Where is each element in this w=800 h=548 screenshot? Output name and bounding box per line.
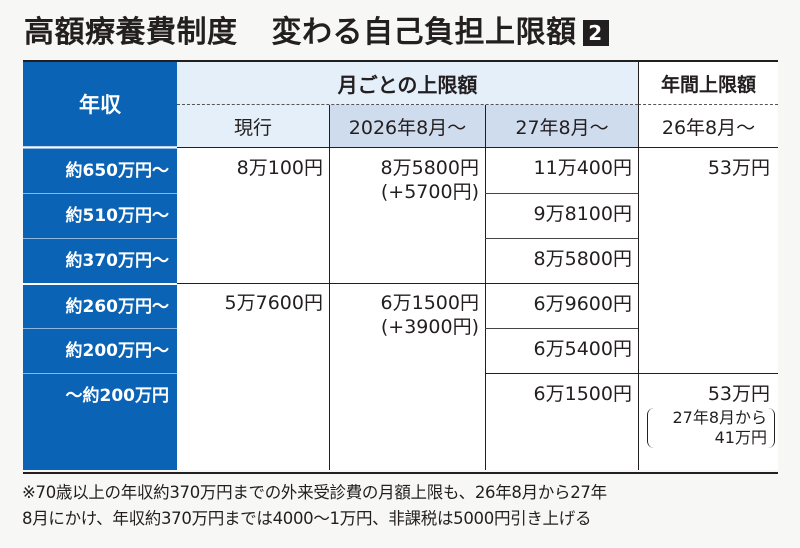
annual-from-26-08-header: 26年8月～ <box>638 105 778 148</box>
income-row-under-200: ～約200万円 <box>23 373 177 470</box>
row-line-5 <box>485 373 778 374</box>
from-27-row-510: 9万8100円 <box>533 203 632 225</box>
figure-number-badge: 2 <box>582 20 609 46</box>
col-divider-1 <box>329 148 330 470</box>
from-27-row-200: 6万5400円 <box>533 338 632 360</box>
table-body-bg <box>177 148 778 470</box>
annual-lower: 53万円 <box>707 383 770 405</box>
copay-limit-table: 年収 月ごとの上限額 年間上限額 現行 2026年8月～ 27年8月～ 26年8… <box>23 60 778 474</box>
annual-note-line1: 27年8月から <box>672 408 767 427</box>
footnote-line-2: 8月にかけ、年収約370万円までは4000～1万円、非課税は5000円引き上げる <box>22 509 592 528</box>
from-2026-08-header: 2026年8月～ <box>329 105 485 148</box>
current-high: 8万100円 <box>236 157 323 179</box>
annual-upper: 53万円 <box>707 157 770 179</box>
col-divider-3 <box>638 148 639 470</box>
income-row-200: 約200万円～ <box>23 328 177 373</box>
row-line-2 <box>485 238 638 239</box>
from-2026-low-diff: (+3900円) <box>380 316 479 338</box>
from-27-row-under-200: 6万1500円 <box>533 383 632 405</box>
header-bottom-border <box>177 147 778 148</box>
income-header: 年収 <box>23 62 177 147</box>
close-paren <box>768 408 775 448</box>
income-row-650: 約650万円～ <box>23 148 177 193</box>
from-2026-high-diff: (+5700円) <box>380 181 479 203</box>
page-title: 高額療養費制度 変わる自己負担上限額 2 <box>24 12 609 54</box>
from-27-row-650: 11万400円 <box>533 157 632 179</box>
from-2026-low: 6万1500円 <box>380 292 479 314</box>
open-paren <box>647 408 654 448</box>
row-line-4 <box>485 328 638 329</box>
annual-note-line2: 41万円 <box>714 428 767 447</box>
from-27-row-370: 8万5800円 <box>533 248 632 270</box>
from-27-08-header: 27年8月～ <box>485 105 638 148</box>
from-27-row-260: 6万9600円 <box>533 293 632 315</box>
monthly-limit-header: 月ごとの上限額 <box>177 62 638 105</box>
group-divider <box>177 283 638 284</box>
annual-lower-note: 27年8月から 41万円 <box>647 408 775 448</box>
footnote-line-1: ※70歳以上の年収約370万円までの外来受診費の月額上限も、26年8月から27年 <box>22 483 607 502</box>
col-divider-2 <box>485 148 486 470</box>
current-low: 5万7600円 <box>224 292 323 314</box>
title-sub: 変わる自己負担上限額 <box>271 15 577 50</box>
income-row-260: 約260万円～ <box>23 283 177 328</box>
footnote: ※70歳以上の年収約370万円までの外来受診費の月額上限も、26年8月から27年… <box>22 480 792 532</box>
current-header: 現行 <box>177 105 329 148</box>
from-2026-high: 8万5800円 <box>380 157 479 179</box>
income-row-510: 約510万円～ <box>23 193 177 238</box>
row-line-1 <box>485 193 638 194</box>
income-row-370: 約370万円～ <box>23 238 177 283</box>
annual-limit-header: 年間上限額 <box>638 62 778 105</box>
title-main: 高額療養費制度 <box>24 15 238 50</box>
